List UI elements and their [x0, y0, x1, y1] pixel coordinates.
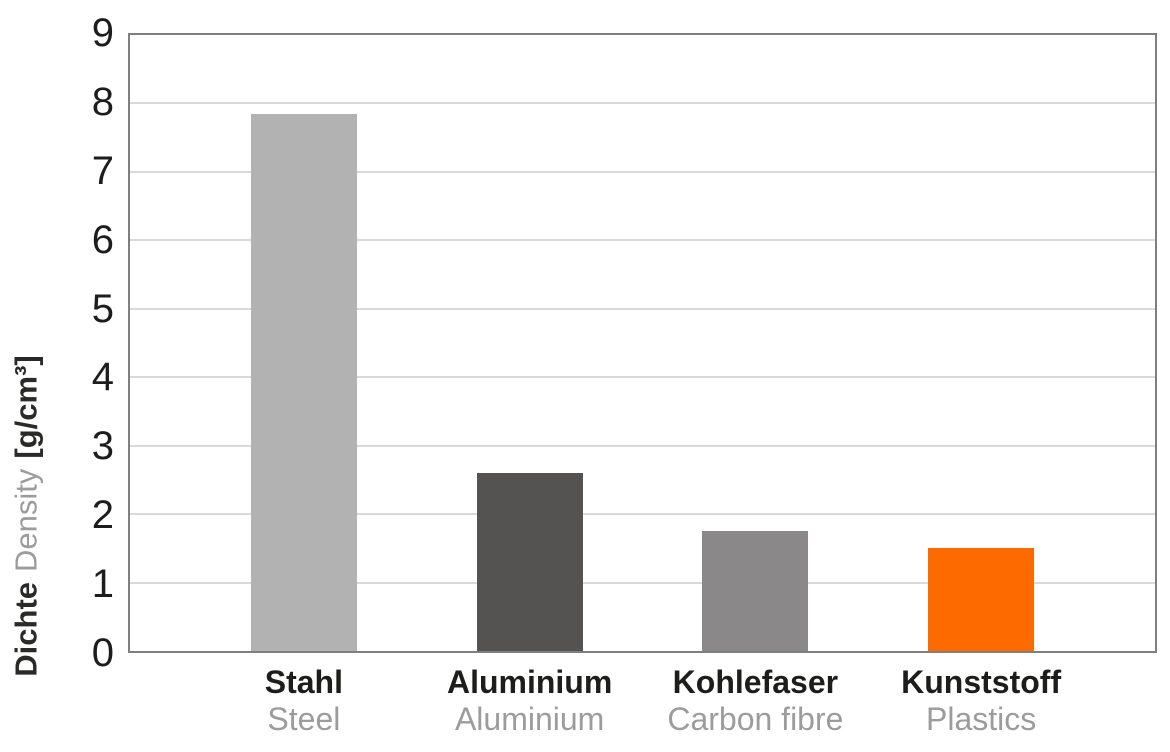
x-label-de: Aluminium — [446, 664, 613, 700]
bar-kohlefaser — [702, 531, 809, 651]
x-axis-labels: Stahl Steel Aluminium Aluminium Kohlefaser Ca… — [130, 664, 1155, 738]
bar-kunststoff — [928, 548, 1035, 651]
x-label-kohlefaser: Kohlefaser Carbon fibre — [643, 664, 869, 738]
x-label-en: Carbon fibre — [667, 701, 844, 737]
y-tick-5: 5 — [91, 286, 114, 331]
bar-stahl — [250, 113, 357, 651]
x-label-de: Kohlefaser — [672, 664, 839, 700]
bar-slot-aluminium — [417, 35, 643, 651]
gridline-3 — [130, 444, 1155, 447]
gridline-1 — [130, 581, 1155, 584]
y-tick-3: 3 — [91, 424, 114, 469]
bar-slot-kohlefaser — [643, 35, 869, 651]
x-label-en: Aluminium — [454, 701, 605, 737]
gridline-4 — [130, 376, 1155, 379]
y-tick-7: 7 — [91, 148, 114, 193]
x-label-de: Kunststoff — [901, 664, 1062, 700]
gridline-2 — [130, 513, 1155, 516]
x-label-aluminium: Aluminium Aluminium — [417, 664, 643, 738]
x-label-stahl: Stahl Steel — [191, 664, 417, 738]
y-tick-6: 6 — [91, 217, 114, 262]
y-tick-2: 2 — [91, 493, 114, 538]
x-label-en: Plastics — [926, 701, 1037, 737]
gridline-6 — [130, 239, 1155, 242]
y-tick-1: 1 — [91, 562, 114, 607]
y-tick-8: 8 — [91, 79, 114, 124]
x-label-en: Steel — [267, 701, 341, 737]
bar-aluminium — [476, 473, 583, 651]
x-label-de: Stahl — [264, 664, 343, 700]
y-tick-9: 9 — [91, 11, 114, 55]
gridline-8 — [130, 102, 1155, 105]
bar-slot-kunststoff — [868, 35, 1094, 651]
y-axis-ticks: 0 1 2 3 4 5 6 7 8 9 — [0, 13, 114, 673]
y-tick-0: 0 — [91, 631, 114, 675]
plot-area — [128, 33, 1157, 653]
y-tick-4: 4 — [91, 355, 114, 400]
bar-slot-stahl — [191, 35, 417, 651]
bars-row — [130, 35, 1155, 651]
gridline-7 — [130, 170, 1155, 173]
gridline-5 — [130, 307, 1155, 310]
x-label-kunststoff: Kunststoff Plastics — [868, 664, 1094, 738]
